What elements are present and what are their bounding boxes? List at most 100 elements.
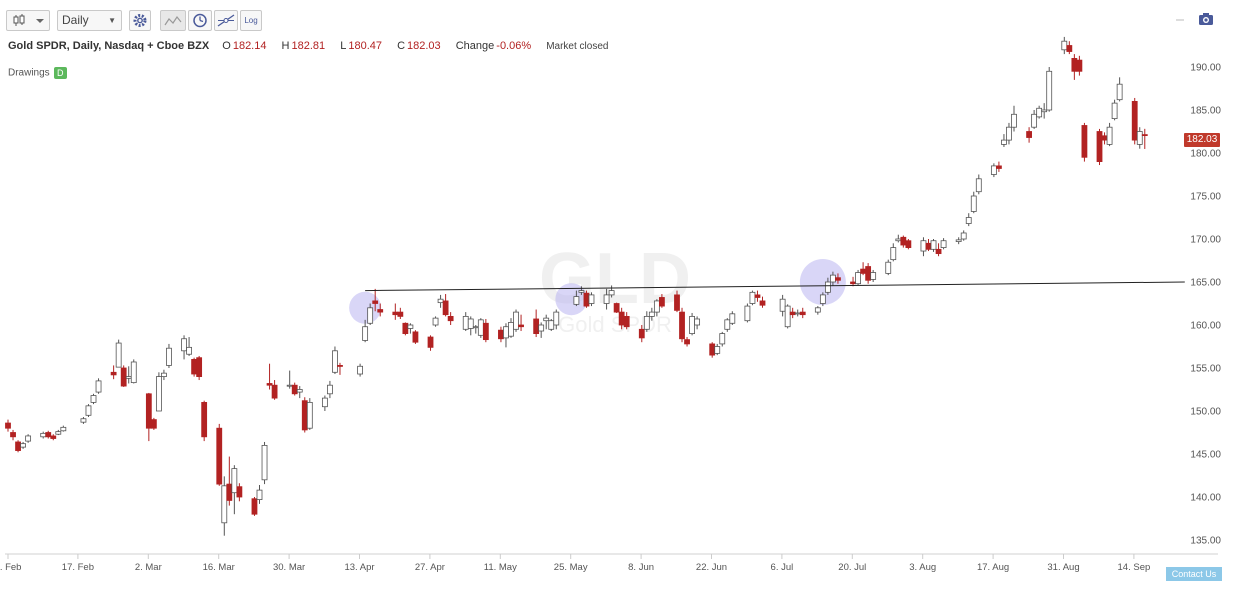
candle-body bbox=[860, 268, 866, 274]
settings-button[interactable] bbox=[129, 10, 151, 31]
candle bbox=[1046, 67, 1053, 112]
candle-body bbox=[1136, 131, 1143, 145]
chart-style-button[interactable] bbox=[6, 10, 50, 31]
drawings-label: Drawings bbox=[8, 67, 50, 79]
indicator-icon bbox=[164, 15, 182, 26]
candle-body bbox=[432, 317, 439, 326]
candle bbox=[10, 429, 16, 441]
candle bbox=[588, 292, 595, 307]
open-label: O bbox=[222, 40, 231, 52]
candle-body bbox=[1141, 134, 1148, 136]
x-tick-label: 13. Apr bbox=[344, 562, 374, 573]
candle bbox=[251, 497, 258, 516]
candle-body bbox=[588, 294, 595, 304]
candle-body bbox=[60, 426, 67, 432]
candle bbox=[719, 331, 726, 347]
candle bbox=[885, 259, 892, 276]
candle-body bbox=[427, 336, 434, 348]
candle-body bbox=[372, 300, 379, 304]
candle-body bbox=[498, 329, 504, 340]
x-tick-label: 27. Apr bbox=[415, 562, 445, 573]
candle bbox=[301, 397, 308, 433]
y-tick-label: 150.00 bbox=[1190, 407, 1221, 418]
candle bbox=[161, 369, 167, 381]
candle bbox=[860, 262, 866, 276]
x-tick-label: 14. Sep bbox=[1118, 562, 1151, 573]
candle-body bbox=[291, 384, 298, 395]
camera-icon[interactable] bbox=[1198, 12, 1214, 31]
candle-body bbox=[296, 389, 303, 393]
gear-icon bbox=[133, 14, 147, 27]
candle bbox=[261, 441, 268, 485]
candle-body bbox=[900, 236, 907, 246]
candle-body bbox=[437, 298, 444, 304]
candle-body bbox=[90, 395, 97, 403]
candle bbox=[513, 309, 519, 332]
x-tick-label: 22. Jun bbox=[696, 562, 727, 573]
candle-body bbox=[150, 419, 157, 429]
candle bbox=[50, 434, 57, 441]
candle bbox=[1116, 77, 1123, 102]
draw-button[interactable] bbox=[214, 10, 238, 31]
candle bbox=[1031, 110, 1038, 129]
candle bbox=[90, 393, 97, 405]
x-tick-label: 8. Jun bbox=[628, 562, 654, 573]
candle-body bbox=[482, 322, 489, 341]
log-scale-button[interactable]: Log bbox=[240, 10, 262, 31]
candle-body bbox=[337, 365, 343, 367]
candle bbox=[638, 325, 645, 343]
candle bbox=[1071, 54, 1078, 80]
candle bbox=[201, 400, 208, 442]
candle bbox=[1036, 105, 1043, 119]
candle bbox=[1001, 134, 1007, 147]
candle-body bbox=[729, 313, 736, 324]
candle bbox=[256, 484, 263, 504]
candle-body bbox=[996, 165, 1002, 169]
candle-body bbox=[130, 361, 137, 384]
candle-body bbox=[538, 324, 545, 332]
candle-body bbox=[709, 343, 716, 356]
low-value: 180.47 bbox=[348, 40, 382, 52]
candle bbox=[392, 303, 399, 320]
drawings-toggle[interactable]: Drawings D bbox=[8, 67, 67, 79]
candle bbox=[181, 335, 187, 360]
candle bbox=[553, 309, 560, 330]
candle-body bbox=[905, 240, 912, 249]
candle-body bbox=[548, 320, 555, 330]
candle bbox=[332, 346, 338, 375]
x-tick-label: 31. Aug bbox=[1047, 562, 1079, 573]
log-label: Log bbox=[244, 16, 258, 25]
candle-body bbox=[749, 291, 756, 304]
candle bbox=[548, 318, 555, 332]
candle bbox=[784, 304, 791, 329]
candle bbox=[150, 417, 157, 430]
indicator-button[interactable] bbox=[160, 10, 186, 31]
trendline-segment bbox=[365, 281, 1185, 292]
candle bbox=[271, 380, 278, 400]
minus-icon[interactable] bbox=[1174, 12, 1186, 31]
toolbar: Daily ▼ Log bbox=[0, 0, 1243, 40]
candle-body bbox=[518, 324, 524, 328]
clock-button[interactable] bbox=[188, 10, 212, 31]
candle-body bbox=[55, 431, 62, 435]
candle-body bbox=[472, 326, 479, 329]
candle bbox=[372, 288, 379, 312]
candle bbox=[25, 434, 32, 443]
candle bbox=[1076, 55, 1083, 76]
candle bbox=[321, 395, 328, 411]
contact-us-button[interactable]: Contact Us bbox=[1166, 567, 1222, 581]
x-tick-label: 30. Mar bbox=[273, 562, 305, 573]
trendline[interactable] bbox=[365, 281, 1185, 292]
candle-body bbox=[377, 309, 384, 313]
candle bbox=[659, 294, 665, 308]
candle bbox=[970, 191, 977, 214]
candle-body bbox=[674, 294, 680, 311]
candle-body bbox=[115, 342, 122, 368]
clock-icon bbox=[193, 13, 207, 28]
interval-select[interactable]: Daily ▼ bbox=[57, 10, 122, 31]
candle-body bbox=[85, 405, 92, 416]
candle bbox=[890, 243, 897, 262]
candle bbox=[327, 380, 333, 399]
candle-body bbox=[784, 305, 791, 328]
